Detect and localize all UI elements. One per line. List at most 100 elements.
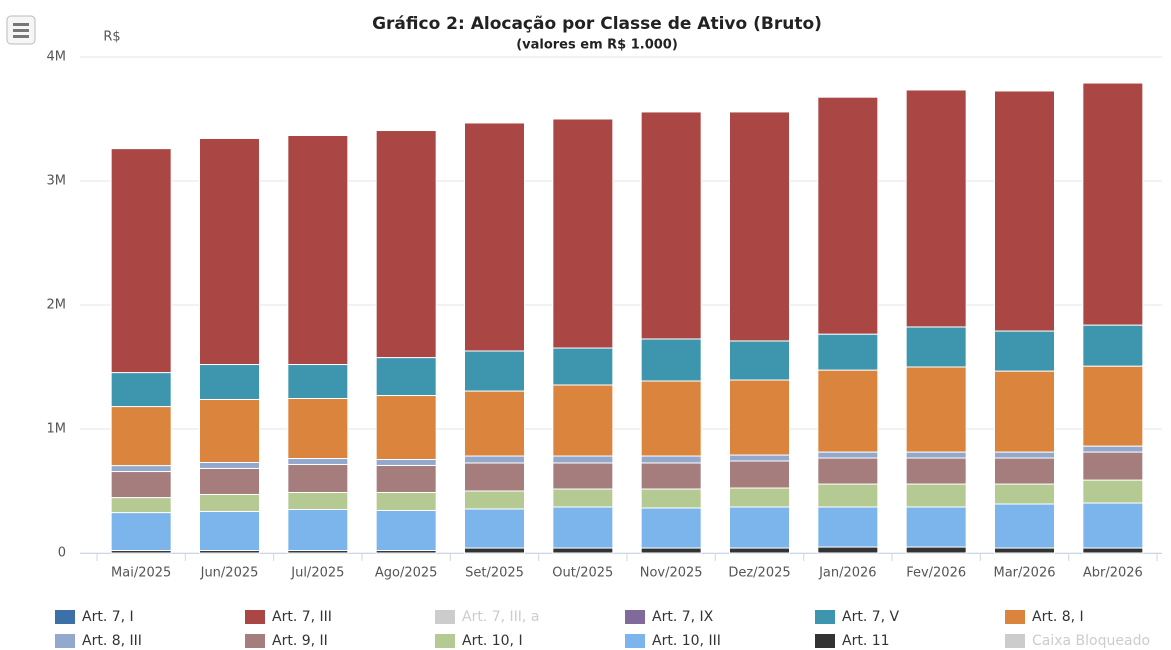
bar-segment xyxy=(375,459,437,466)
legend-item[interactable]: Caixa Bloqueado xyxy=(1005,633,1150,649)
bar-segment xyxy=(375,491,437,511)
bar-segment xyxy=(199,461,260,469)
x-tick-label: Jun/2025 xyxy=(200,566,259,581)
legend-item[interactable]: Art. 8, I xyxy=(1005,609,1084,625)
legend-label: Art. 9, II xyxy=(272,633,328,649)
x-tick-label: Mar/2026 xyxy=(994,566,1056,581)
x-tick-label: Set/2025 xyxy=(465,566,524,581)
legend-swatch xyxy=(1005,610,1025,624)
bar-segment xyxy=(287,508,349,552)
bar-segment xyxy=(817,369,879,453)
bar-segment xyxy=(905,546,967,554)
legend-swatch xyxy=(55,634,75,648)
bar-segment xyxy=(729,379,790,456)
bar-segment xyxy=(375,130,437,359)
bar-segment xyxy=(1082,547,1144,554)
y-tick-label: 1M xyxy=(47,422,67,437)
legend-item[interactable]: Art. 10, I xyxy=(435,633,523,649)
legend-item[interactable]: Art. 9, II xyxy=(245,633,328,649)
bar-segment xyxy=(464,122,525,352)
legend-label: Art. 7, IX xyxy=(652,609,714,625)
bar-segment xyxy=(552,462,614,490)
bar-segment xyxy=(199,510,260,552)
bar-segment xyxy=(464,455,525,464)
x-tick-label: Ago/2025 xyxy=(375,566,438,581)
legend-label: Caixa Bloqueado xyxy=(1032,633,1150,649)
bar-segment xyxy=(552,506,614,549)
bar-segment xyxy=(110,372,172,408)
menu-button[interactable] xyxy=(6,15,36,45)
legend-label: Art. 7, III, a xyxy=(462,609,539,625)
legend-label: Art. 7, I xyxy=(82,609,134,625)
legend-swatch xyxy=(245,634,265,648)
bar-segment xyxy=(729,454,790,462)
bar-segment xyxy=(729,111,790,342)
legend-swatch xyxy=(435,610,455,624)
legend-label: Art. 10, I xyxy=(462,633,523,649)
x-tick-label: Fev/2026 xyxy=(906,566,966,581)
legend-item[interactable]: Art. 10, III xyxy=(625,633,721,649)
bar-segment xyxy=(199,467,260,495)
legend-item[interactable]: Art. 7, IX xyxy=(625,609,714,625)
bar-segment xyxy=(1082,82,1144,326)
legend-item[interactable]: Art. 7, III, a xyxy=(435,609,539,625)
bar-segment xyxy=(905,451,967,459)
bar-segment xyxy=(640,111,702,340)
bar-segment xyxy=(287,364,349,399)
legend-swatch xyxy=(625,634,645,648)
bar-segment xyxy=(375,395,437,461)
legend-swatch xyxy=(1005,634,1025,648)
bar-segment xyxy=(994,547,1055,554)
bar-segment xyxy=(1082,479,1144,504)
y-tick-label: 4M xyxy=(47,50,67,65)
bar-segment xyxy=(640,507,702,549)
legend-item[interactable]: Art. 8, III xyxy=(55,633,142,649)
y-tick-label: 2M xyxy=(47,298,67,313)
bar-segment xyxy=(552,488,614,508)
bar-segment xyxy=(1082,451,1144,481)
bar-segment xyxy=(994,90,1055,332)
bar-segment xyxy=(994,451,1055,459)
bar-segment xyxy=(817,457,879,485)
legend-swatch xyxy=(435,634,455,648)
bar-segment xyxy=(905,89,967,328)
bar-segment xyxy=(287,397,349,460)
bar-segment xyxy=(640,380,702,457)
y-tick-label: 0 xyxy=(58,546,66,561)
bar-segment xyxy=(464,350,525,392)
legend-label: Art. 7, III xyxy=(272,609,332,625)
bar-segment xyxy=(1082,365,1144,447)
x-tick-label: Out/2025 xyxy=(552,566,613,581)
bar-segment xyxy=(287,491,349,510)
bar-segment xyxy=(464,390,525,457)
legend-item[interactable]: Art. 11 xyxy=(815,633,890,649)
bar-segment xyxy=(905,483,967,508)
bar-segment xyxy=(905,326,967,368)
legend-item[interactable]: Art. 7, I xyxy=(55,609,134,625)
bar-segment xyxy=(464,490,525,510)
legend-swatch xyxy=(55,610,75,624)
bar-segment xyxy=(199,493,260,512)
legend-item[interactable]: Art. 7, V xyxy=(815,609,900,625)
bar-segment xyxy=(994,503,1055,549)
bar-segment xyxy=(199,137,260,366)
bar-segment xyxy=(552,547,614,554)
bar-segment xyxy=(905,457,967,485)
x-tick-label: Nov/2025 xyxy=(640,566,703,581)
bar-segment xyxy=(287,463,349,493)
x-tick-label: Dez/2025 xyxy=(728,566,790,581)
bar-segment xyxy=(905,506,967,548)
legend-label: Art. 8, I xyxy=(1032,609,1084,625)
x-tick-label: Abr/2026 xyxy=(1083,566,1143,581)
legend-swatch xyxy=(815,610,835,624)
x-tick-label: Jul/2025 xyxy=(290,566,344,581)
bar-segment xyxy=(199,398,260,463)
bar-segment xyxy=(110,406,172,467)
bar-segment xyxy=(375,357,437,397)
bar-segment xyxy=(1082,445,1144,453)
bar-segment xyxy=(994,330,1055,372)
y-axis-label: R$ xyxy=(103,30,120,45)
legend-item[interactable]: Art. 7, III xyxy=(245,609,332,625)
legend-label: Art. 11 xyxy=(842,633,890,649)
